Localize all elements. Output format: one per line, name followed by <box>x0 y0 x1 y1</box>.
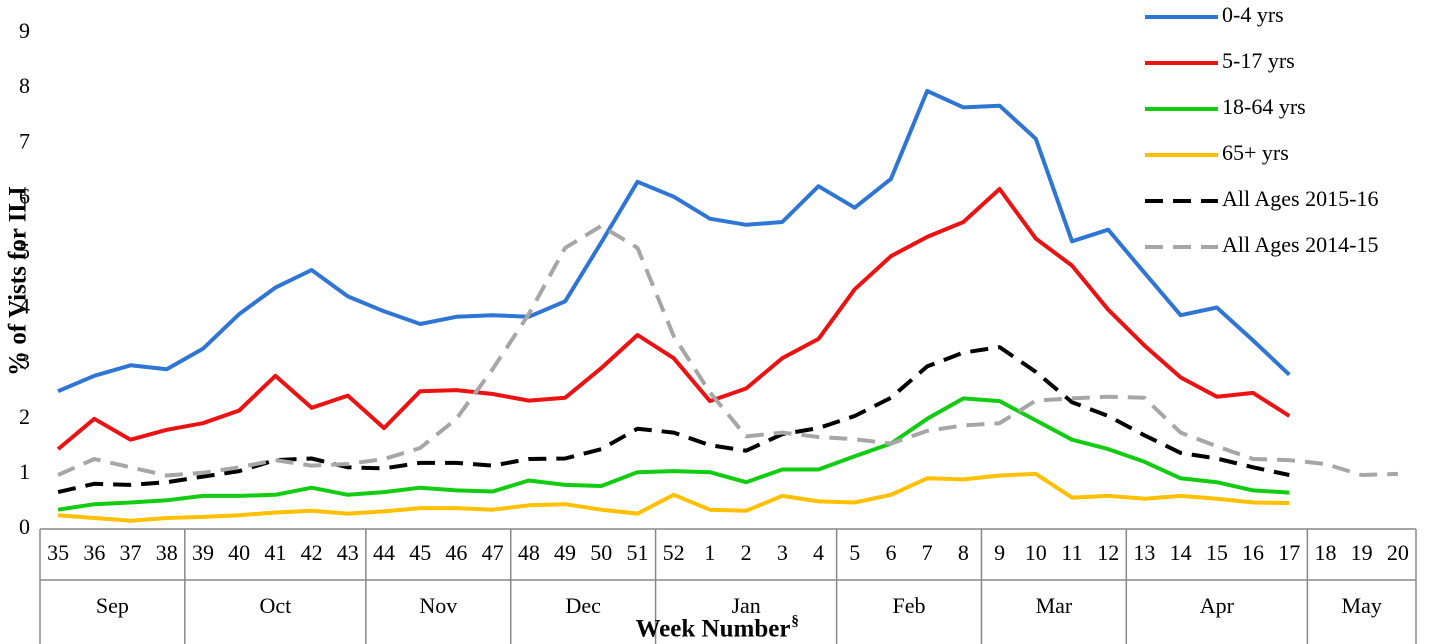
x-tick-label: 43 <box>337 540 359 565</box>
x-tick-label: 48 <box>518 540 540 565</box>
x-tick-label: 35 <box>47 540 69 565</box>
x-tick-label: 46 <box>445 540 467 565</box>
legend-label: 65+ yrs <box>1222 140 1289 165</box>
y-axis-title: % of Vists for ILI <box>5 186 32 376</box>
x-tick-label: 10 <box>1025 540 1047 565</box>
x-tick-label: 7 <box>922 540 933 565</box>
x-tick-label: 19 <box>1351 540 1373 565</box>
y-tick-label: 4 <box>19 294 30 319</box>
x-tick-label: 3 <box>777 540 788 565</box>
legend-label: 0-4 yrs <box>1222 2 1284 27</box>
month-label: Oct <box>259 593 291 618</box>
y-tick-label: 3 <box>19 349 30 374</box>
x-tick-label: 45 <box>409 540 431 565</box>
x-tick-label: 1 <box>704 540 715 565</box>
month-label: Dec <box>565 593 601 618</box>
x-tick-label: 12 <box>1097 540 1119 565</box>
y-tick-label: 6 <box>19 183 30 208</box>
legend-label: 18-64 yrs <box>1222 94 1306 119</box>
x-tick-label: 20 <box>1387 540 1409 565</box>
x-tick-label: 14 <box>1170 540 1192 565</box>
y-tick-label: 5 <box>19 238 30 263</box>
x-tick-label: 38 <box>156 540 178 565</box>
month-label: Feb <box>893 593 926 618</box>
x-tick-label: 13 <box>1133 540 1155 565</box>
x-tick-label: 18 <box>1314 540 1336 565</box>
y-tick-label: 8 <box>19 73 30 98</box>
y-tick-label: 2 <box>19 404 30 429</box>
series-line <box>57 471 1290 523</box>
x-tick-label: 51 <box>626 540 648 565</box>
x-tick-label: 8 <box>958 540 969 565</box>
month-label: May <box>1342 593 1382 618</box>
x-tick-label: 39 <box>192 540 214 565</box>
month-label: Apr <box>1200 593 1235 618</box>
y-tick-label: 1 <box>19 459 30 484</box>
month-label: Nov <box>419 593 457 618</box>
x-tick-label: 6 <box>885 540 896 565</box>
x-tick-label: 15 <box>1206 540 1228 565</box>
legend-label: All Ages 2015-16 <box>1222 186 1378 211</box>
x-tick-label: 4 <box>813 540 824 565</box>
series-line <box>57 88 1291 394</box>
legend-label: All Ages 2014-15 <box>1222 232 1378 257</box>
x-tick-label: 40 <box>228 540 250 565</box>
x-tick-label: 9 <box>994 540 1005 565</box>
y-tick-label: 9 <box>19 18 30 43</box>
series-line <box>56 187 1291 451</box>
x-tick-label: 52 <box>663 540 685 565</box>
x-tick-label: 42 <box>301 540 323 565</box>
x-tick-label: 49 <box>554 540 576 565</box>
x-tick-label: 41 <box>264 540 286 565</box>
x-axis-title: Week Number <box>636 616 791 643</box>
y-tick-label: 0 <box>19 514 30 539</box>
x-tick-label: 5 <box>849 540 860 565</box>
x-tick-label: 2 <box>741 540 752 565</box>
x-tick-label: 16 <box>1242 540 1264 565</box>
month-label: Jan <box>731 593 760 618</box>
legend-label: 5-17 yrs <box>1222 48 1295 73</box>
x-tick-label: 36 <box>83 540 105 565</box>
x-tick-label: 47 <box>482 540 504 565</box>
series-line <box>57 223 1398 478</box>
y-tick-label: 7 <box>19 128 30 153</box>
x-tick-label: 50 <box>590 540 612 565</box>
x-tick-label: 11 <box>1061 540 1082 565</box>
month-label: Mar <box>1036 593 1073 618</box>
x-tick-label: 44 <box>373 540 395 565</box>
month-label: Sep <box>96 593 129 618</box>
x-tick-label: 37 <box>120 540 142 565</box>
series-line <box>57 396 1290 512</box>
x-tick-label: 17 <box>1278 540 1300 565</box>
x-axis-title-mark: § <box>791 613 799 629</box>
